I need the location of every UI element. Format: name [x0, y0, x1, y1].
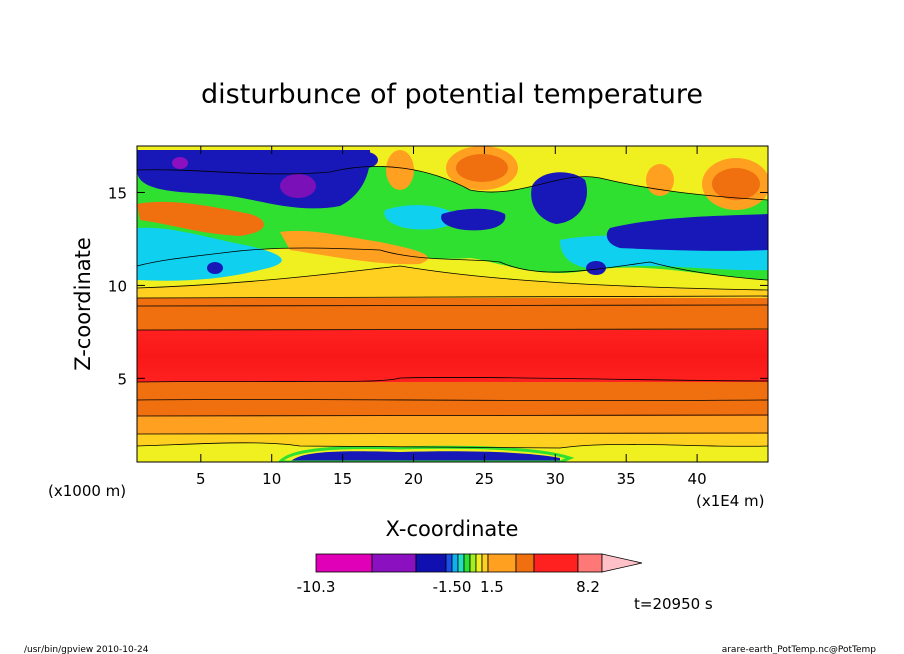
- blob-green-ground: [278, 445, 575, 462]
- layer-light-orange-10: [137, 266, 768, 300]
- layer-red-band: [137, 330, 768, 382]
- colorbar-swatch: [487, 553, 517, 573]
- blob-blue-small3: [354, 152, 378, 168]
- blob-blue-small1: [207, 262, 223, 274]
- colorbar-swatch: [475, 553, 483, 573]
- layer-orange-lower: [137, 382, 768, 416]
- colorbar-labels: -10.3 -1.50 1.5 8.2: [297, 578, 600, 596]
- colorbar-label: -10.3: [297, 578, 336, 596]
- blob-blue-small2: [586, 261, 606, 275]
- x-scale-note: (x1E4 m): [696, 492, 765, 510]
- blob-blue-ground: [290, 451, 560, 462]
- blob-orange-top3-inner: [712, 168, 760, 200]
- blob-orange-top4: [646, 164, 674, 196]
- colorbar-swatch: [315, 553, 373, 573]
- footer-left: /usr/bin/gpview 2010-10-24: [24, 645, 149, 654]
- blob-orange-top2: [386, 150, 414, 190]
- colorbar: [315, 553, 643, 573]
- layer-light-orange-low: [137, 416, 768, 434]
- x-axis-label: X-coordinate: [386, 517, 519, 541]
- layer-orange-upper: [137, 298, 768, 330]
- blob-blue-mid1: [441, 208, 506, 231]
- x-unit-label: (x1000 m): [48, 482, 126, 500]
- blob-cyan-mid: [384, 205, 456, 230]
- colorbar-swatch: [481, 553, 489, 573]
- blob-purple-small: [172, 157, 188, 169]
- y-tick-label: 5: [117, 370, 127, 388]
- x-tick-label: 15: [333, 470, 352, 488]
- time-label: t=20950 s: [634, 595, 713, 613]
- colorbar-swatch: [463, 553, 471, 573]
- colorbar-arrow: [601, 553, 643, 573]
- colorbar-swatch: [371, 553, 417, 573]
- colorbar-label: 1.5: [480, 578, 504, 596]
- colorbar-swatch: [533, 553, 579, 573]
- colorbar-swatch: [445, 553, 453, 573]
- colorbar-swatch: [515, 553, 535, 573]
- y-tick-label: 10: [108, 277, 127, 295]
- y-tick-label: 15: [108, 184, 127, 202]
- colorbar-swatch: [451, 553, 459, 573]
- x-tick-label: 25: [475, 470, 494, 488]
- x-tick-label: 30: [546, 470, 565, 488]
- x-tick-label: 35: [617, 470, 636, 488]
- colorbar-swatch: [415, 553, 447, 573]
- x-tick-label: 20: [404, 470, 423, 488]
- chart-title: disturbunce of potential temperature: [201, 79, 703, 110]
- colorbar-swatch: [577, 553, 603, 573]
- x-tick-label: 10: [262, 470, 281, 488]
- blob-orange-top1-inner: [456, 154, 508, 182]
- colorbar-swatch: [469, 553, 477, 573]
- y-axis-label: Z-coordinate: [71, 237, 95, 371]
- colorbar-swatch: [457, 553, 465, 573]
- blob-purple: [280, 174, 316, 198]
- colorbar-label: 8.2: [576, 578, 600, 596]
- plot-area: [137, 146, 768, 462]
- colorbar-label: -1.50: [433, 578, 472, 596]
- blob-blue-top-left: [137, 150, 371, 209]
- blob-orange-mid: [280, 230, 428, 265]
- blob-blue-mid2: [531, 172, 587, 224]
- plot-frame: [136, 145, 769, 463]
- footer-right: arare-earth_PotTemp.nc@PotTemp: [722, 645, 877, 654]
- blob-orange-left: [137, 201, 264, 236]
- x-axis-ticks: 5 10 15 20 25 30 35 40: [196, 146, 707, 488]
- x-tick-label: 40: [688, 470, 707, 488]
- y-axis-ticks: 5 10 15: [108, 184, 768, 388]
- x-tick-label: 5: [196, 470, 206, 488]
- blob-blue-right: [606, 214, 768, 251]
